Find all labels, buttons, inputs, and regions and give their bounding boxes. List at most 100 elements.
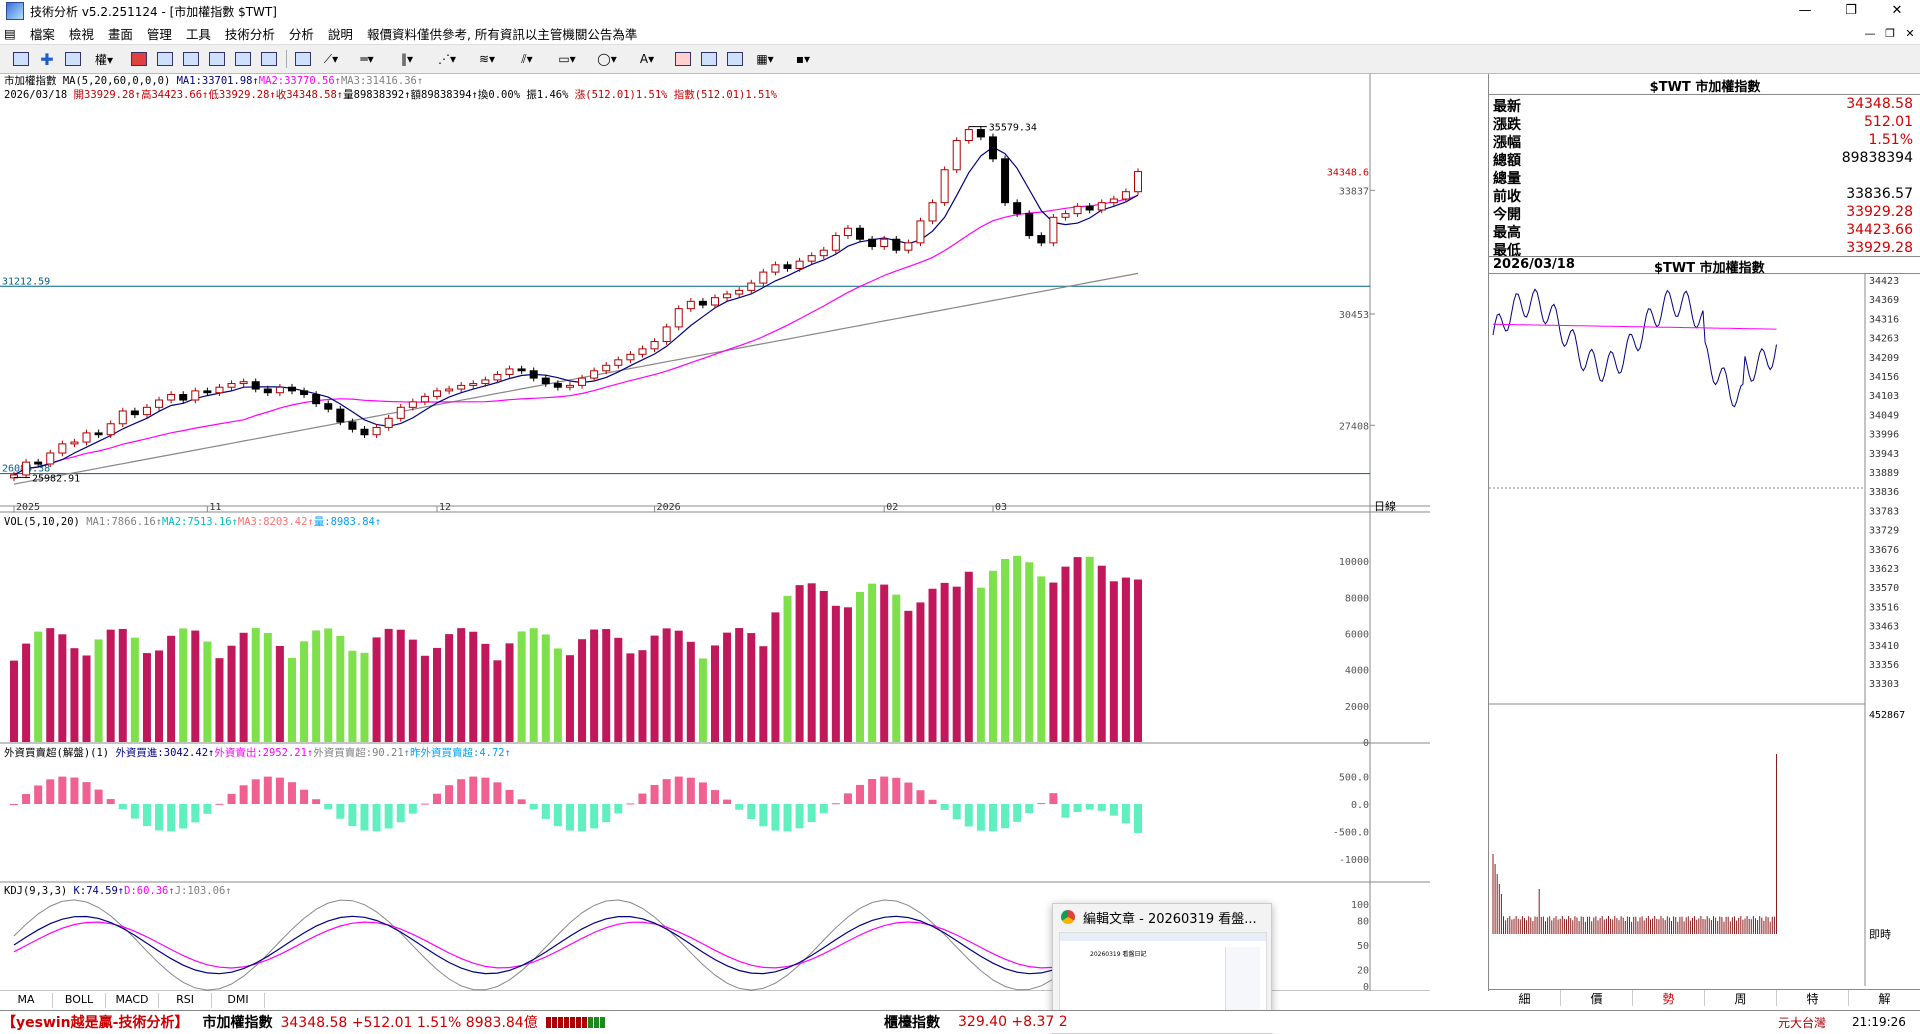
volume-bar-up xyxy=(759,646,768,742)
menu-file[interactable]: 檔案 xyxy=(29,26,55,42)
chart-svg[interactable]: 市加權指數 MA(5,20,60,0,0,0) MA1:33701.98↑MA2… xyxy=(0,74,1430,993)
volume-bar-up xyxy=(819,590,828,742)
menu-manage[interactable]: 管理 xyxy=(146,26,172,42)
quote-tab[interactable]: 細 xyxy=(1489,990,1561,1006)
foreign-buy-bar xyxy=(469,776,478,804)
split-window-icon[interactable] xyxy=(234,50,252,68)
foreign-buy-bar xyxy=(312,799,321,804)
quote-tabs: 細價勢周特解 xyxy=(1489,989,1920,1006)
menu-help[interactable]: 說明 xyxy=(327,26,353,42)
candle-up xyxy=(82,432,91,443)
mdi-restore-button[interactable]: ❐ xyxy=(1885,26,1895,40)
volume-bar-down xyxy=(203,641,212,742)
candle-down xyxy=(94,432,103,436)
menu-technical[interactable]: 技術分析 xyxy=(224,26,275,42)
volume-bar-up xyxy=(469,631,478,742)
volume-bar-up xyxy=(493,660,502,742)
status-index-value: 34348.58 +512.01 1.51% 8983.84億 xyxy=(280,1015,538,1031)
chart-area[interactable]: 市加權指數 MA(5,20,60,0,0,0) MA1:33701.98↑MA2… xyxy=(0,74,1430,993)
intraday-chart[interactable]: 34423 34369 34316 34263 34209 34156 34103 34049… xyxy=(1489,274,1920,986)
volume-bar-up xyxy=(70,648,79,742)
volume-bar-up xyxy=(638,650,647,742)
foreign-sell-bar xyxy=(167,804,176,832)
menu-screen[interactable]: 畫面 xyxy=(107,26,133,42)
draw-select-icon[interactable] xyxy=(294,50,312,68)
candle-down xyxy=(698,300,707,306)
quote-tab[interactable]: 特 xyxy=(1777,990,1849,1006)
minimize-button[interactable]: — xyxy=(1798,3,1812,18)
layout-tool-icon[interactable] xyxy=(64,50,82,68)
foreign-sell-bar xyxy=(578,804,587,832)
quote-tab[interactable]: 勢 xyxy=(1633,990,1705,1006)
foreign-buy-bar xyxy=(10,804,18,805)
volume-tick-label: 4000 xyxy=(1345,666,1369,677)
tab-boll[interactable]: BOLL xyxy=(53,993,106,1008)
mdi-minimize-button[interactable]: — xyxy=(1864,26,1876,40)
menu-app-icon[interactable]: ▤ xyxy=(4,25,16,41)
rectangle-tool-icon[interactable]: ▭▾ xyxy=(558,52,576,66)
candle-up xyxy=(505,368,514,375)
palette-tool-icon[interactable]: ▦▾ xyxy=(756,52,774,66)
volume-bar-down xyxy=(263,632,272,742)
quote-tab[interactable]: 價 xyxy=(1561,990,1633,1006)
paste-draw-icon[interactable] xyxy=(726,50,744,68)
tab-dmi[interactable]: DMI xyxy=(212,993,265,1008)
foreign-sell-bar xyxy=(130,804,139,819)
right-weight-dropdown[interactable]: 權▾ xyxy=(94,52,114,67)
trendline-tool-icon[interactable]: ⟋▾ xyxy=(323,51,339,66)
chart-bar-tool-icon[interactable] xyxy=(12,50,30,68)
foreign-sell-bar xyxy=(1013,804,1022,822)
maximize-button[interactable]: ❐ xyxy=(1845,3,1857,18)
eraser-tool-icon[interactable] xyxy=(674,50,692,68)
intraday-tick-label: 34049 xyxy=(1869,410,1899,421)
tab-rsi[interactable]: RSI xyxy=(159,993,212,1008)
candle-up xyxy=(1073,205,1082,215)
menu-tools[interactable]: 工具 xyxy=(185,26,211,42)
menu-analysis[interactable]: 分析 xyxy=(288,26,314,42)
foreign-sell-bar xyxy=(360,804,369,831)
foreign-buy-bar xyxy=(928,799,937,804)
x-tick-label: 03 xyxy=(995,502,1007,513)
foreign-sell-bar xyxy=(952,804,961,820)
volume-bar-down xyxy=(360,652,369,742)
channel-tool-icon[interactable]: ⫽▾ xyxy=(521,51,533,66)
reference-line-label: 31212.59 xyxy=(2,276,50,287)
foreign-sell-bar xyxy=(396,804,405,823)
fib-tool-icon[interactable]: ≋▾ xyxy=(478,52,496,66)
candle-up xyxy=(614,359,623,366)
quote-tab[interactable]: 解 xyxy=(1849,990,1920,1006)
intraday-tick-label: 34423 xyxy=(1869,276,1899,287)
last-price-label: 34348.6 xyxy=(1327,168,1369,179)
tab-macd[interactable]: MACD xyxy=(106,993,159,1008)
save-icon[interactable]: ▪▾ xyxy=(795,52,811,66)
close-button[interactable]: ✕ xyxy=(1891,3,1903,18)
quote-row: 漲幅 1.51% xyxy=(1493,132,1917,151)
mdi-close-button[interactable]: ✕ xyxy=(1905,26,1915,40)
foreign-buy-bar xyxy=(445,785,454,804)
ellipse-tool-icon[interactable]: ◯▾ xyxy=(597,52,617,66)
hline-tool-icon[interactable]: ═▾ xyxy=(360,52,374,66)
vline-tool-icon[interactable]: ‖▾ xyxy=(400,52,414,66)
fan-tool-icon[interactable]: ⋰▾ xyxy=(437,52,457,66)
window-tool-icon[interactable] xyxy=(182,50,200,68)
intraday-label: 即時 xyxy=(1869,928,1891,941)
copy-draw-icon[interactable] xyxy=(700,50,718,68)
chart-window-icon[interactable] xyxy=(208,50,226,68)
volume-bar-down xyxy=(892,594,901,742)
candle-up xyxy=(590,370,599,379)
intraday-tick-label: 34156 xyxy=(1869,372,1899,383)
ma2-line xyxy=(13,194,1139,476)
foreign-sell-bar xyxy=(976,804,985,831)
tab-ma[interactable]: MA xyxy=(0,993,53,1008)
popup-title: 編輯文章 - 20260319 看盤... xyxy=(1083,911,1257,927)
crosshair-tool-icon[interactable]: ✚ xyxy=(40,49,54,69)
menu-view[interactable]: 檢視 xyxy=(68,26,94,42)
quote-tab[interactable]: 周 xyxy=(1705,990,1777,1006)
text-tool-icon[interactable]: A▾ xyxy=(639,52,655,66)
color-tool-icon[interactable] xyxy=(130,50,148,68)
print-icon[interactable] xyxy=(260,50,278,68)
grid-tool-icon[interactable] xyxy=(156,50,174,68)
candle-up xyxy=(747,282,756,291)
foreign-sell-bar xyxy=(324,804,333,810)
candle-up xyxy=(904,242,913,251)
